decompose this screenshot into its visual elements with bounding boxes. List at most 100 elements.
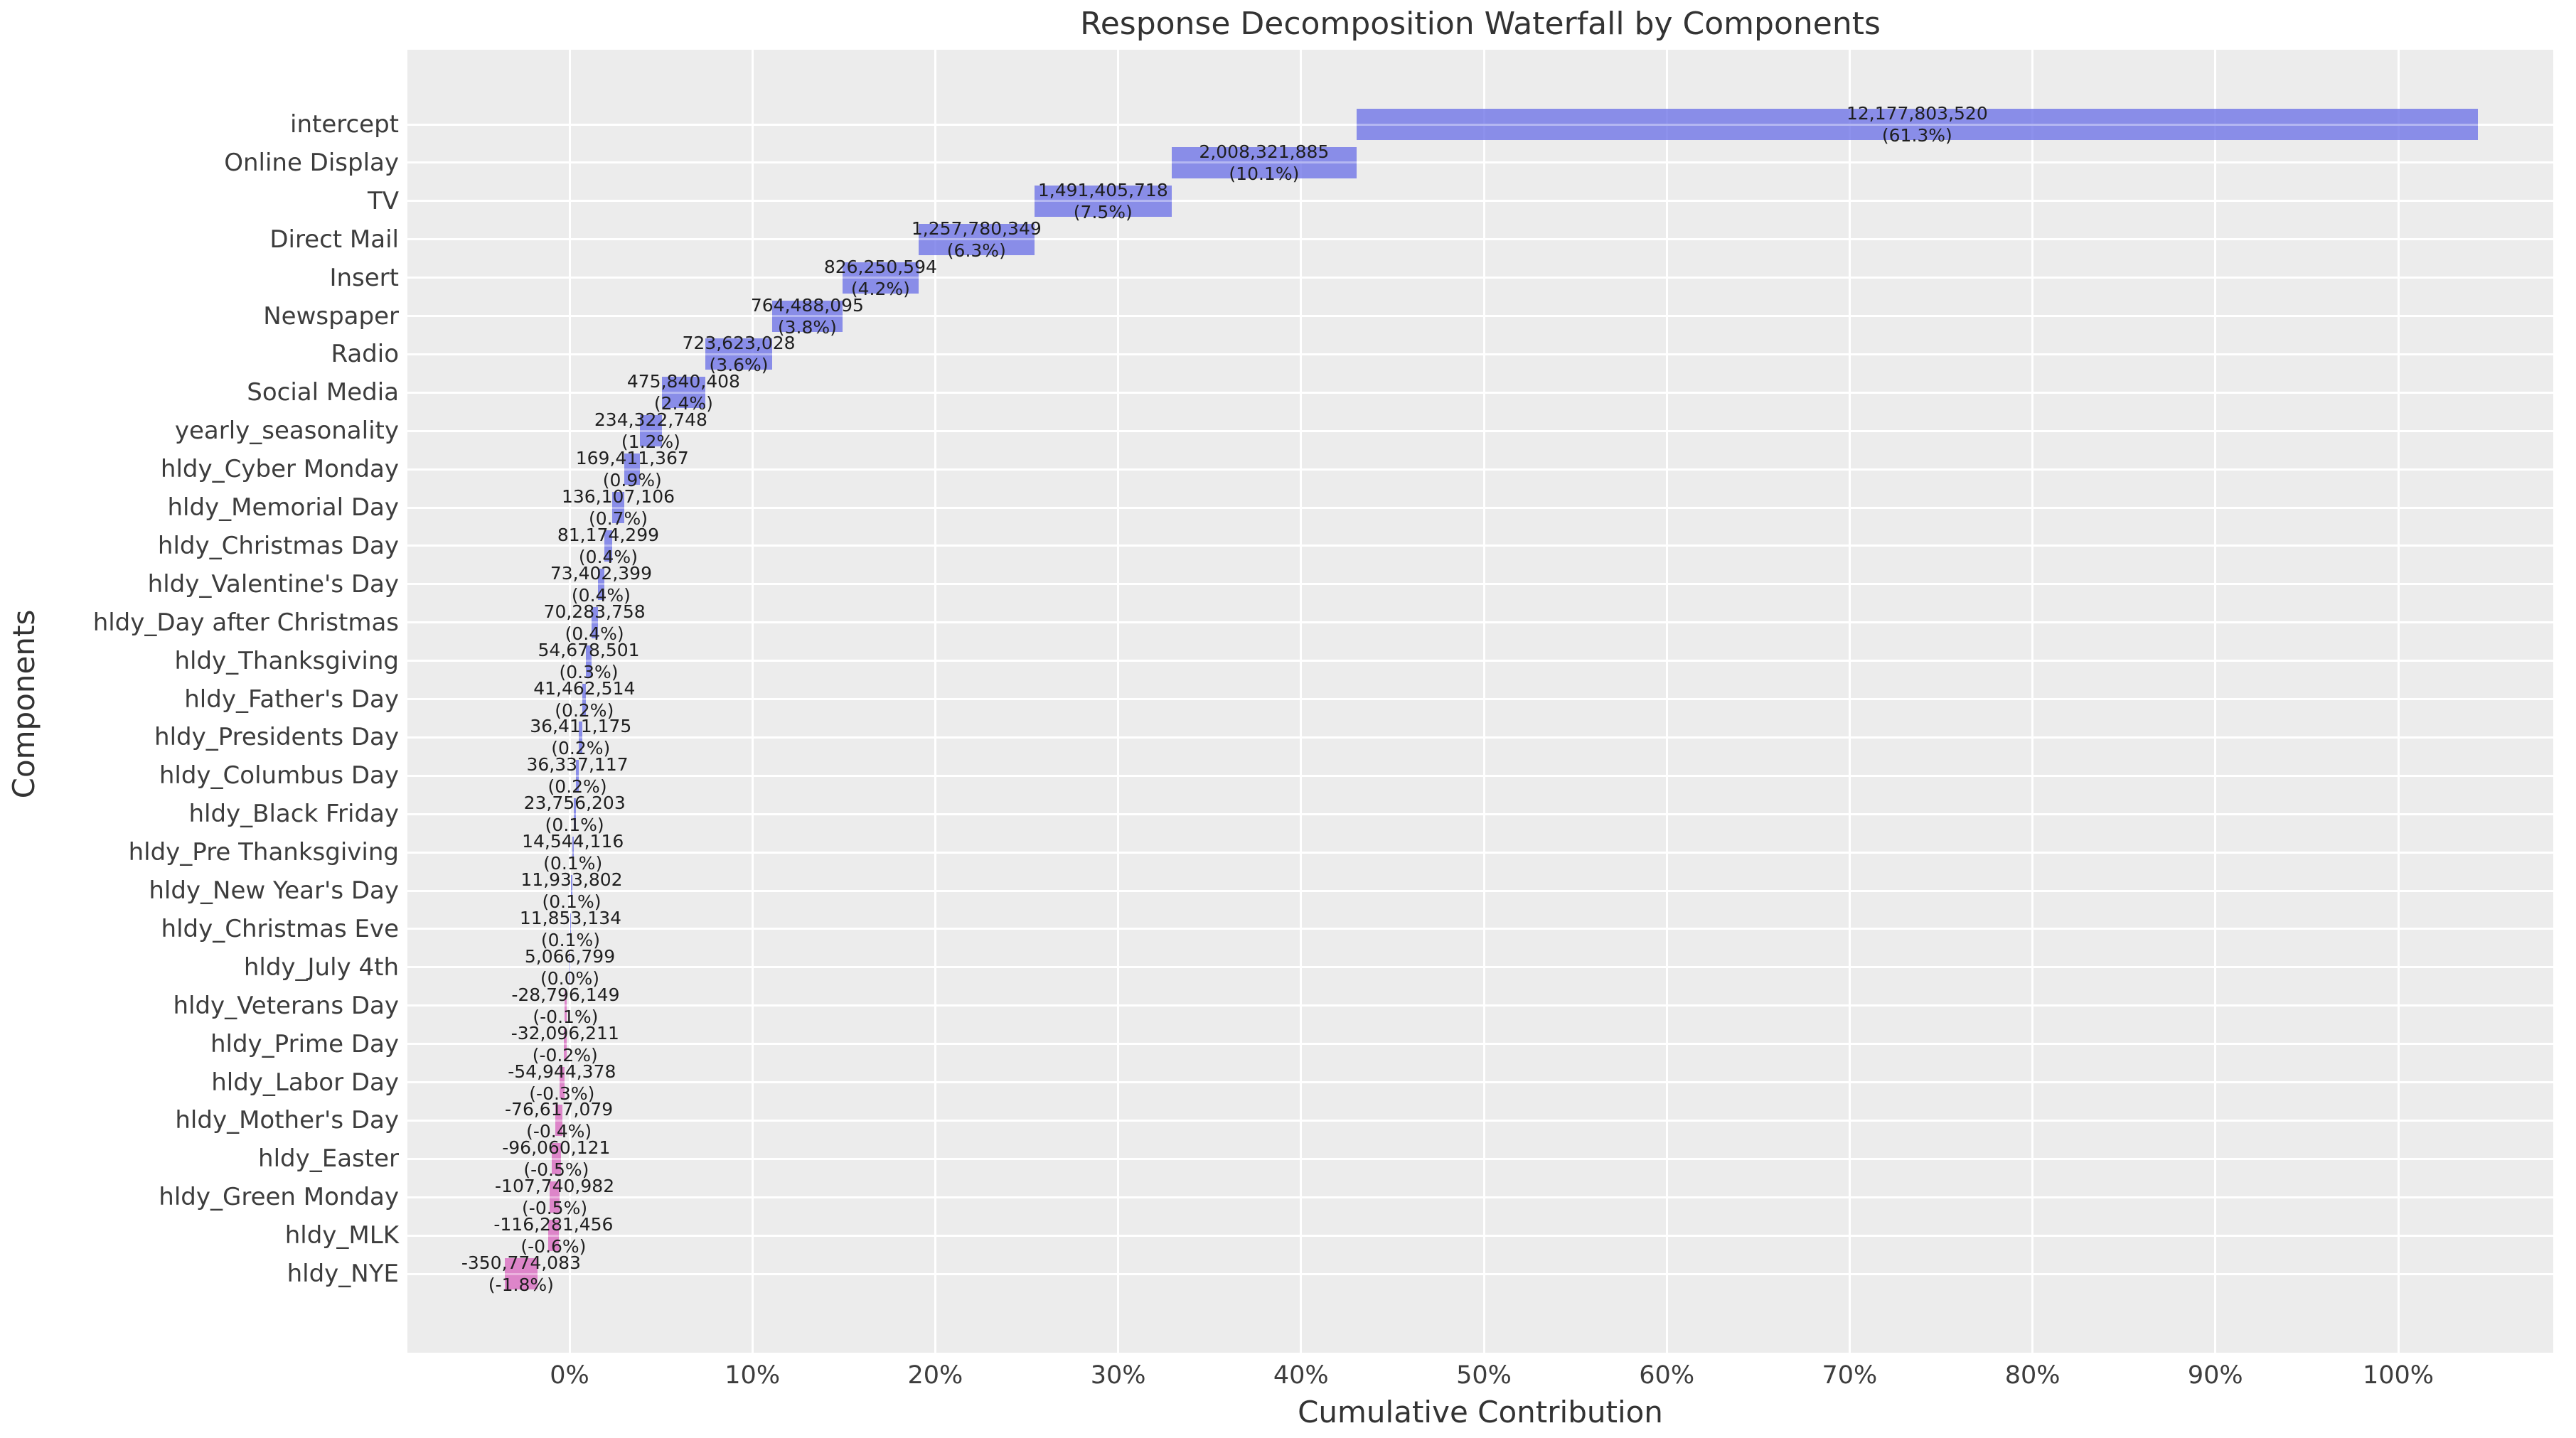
gridline-overlay [604, 544, 612, 547]
y-tick-label: hldy_Thanksgiving [174, 646, 399, 675]
gridline-horizontal [407, 1043, 2553, 1046]
y-tick-label: hldy_Labor Day [211, 1068, 399, 1097]
bar-value-label: -107,740,982 (-0.5%) [306, 1175, 803, 1219]
x-tick-label: 0% [550, 1361, 589, 1390]
y-tick-label: hldy_July 4th [243, 953, 399, 982]
gridline-overlay [552, 1157, 561, 1160]
gridline-overlay [559, 1081, 565, 1083]
x-tick-label: 80% [2004, 1361, 2061, 1390]
bar-percent-text: (7.5%) [1073, 201, 1133, 222]
gridline-vertical [934, 50, 936, 1353]
y-tick-label: hldy_Cyber Monday [160, 455, 399, 484]
y-tick-label: hldy_Memorial Day [167, 493, 399, 522]
bar-value-label: 70,283,758 (0.4%) [346, 601, 843, 645]
x-axis-label: Cumulative Contribution [1298, 1395, 1663, 1429]
bar-value-label: 764,488,095 (3.8%) [558, 294, 1056, 338]
gridline-overlay [918, 238, 1035, 241]
gridline-horizontal [407, 774, 2553, 777]
gridline-horizontal [407, 851, 2553, 854]
gridline-horizontal [407, 889, 2553, 892]
gridline-overlay [842, 277, 919, 279]
gridline-vertical [1665, 50, 1668, 1353]
bar-value-label: 23,756,203 (0.1%) [326, 792, 823, 836]
gridline-vertical [568, 50, 571, 1353]
bar-percent-text: (0.2%) [547, 776, 607, 798]
gridline-overlay [555, 1119, 563, 1122]
bar-hldy-mlk [547, 1220, 559, 1252]
y-tick-label: hldy_Mother's Day [175, 1106, 399, 1135]
gridline-overlay [564, 1004, 567, 1007]
y-tick-label: hldy_New Year's Day [149, 876, 399, 905]
gridline-horizontal [407, 1004, 2553, 1007]
gridline-horizontal [407, 544, 2553, 547]
gridline-overlay [550, 1196, 560, 1198]
gridline-horizontal [407, 161, 2553, 164]
bar-newspaper [771, 300, 843, 332]
gridline-horizontal [407, 1119, 2553, 1122]
gridline-overlay [582, 698, 587, 700]
bar-percent-text: (-0.4%) [526, 1121, 592, 1142]
bar-value-text: 2,008,321,885 [1199, 141, 1330, 162]
bar-value-label: -96,060,121 (-0.5%) [307, 1137, 805, 1181]
x-tick-label: 100% [2362, 1361, 2435, 1390]
gridline-overlay [640, 429, 662, 432]
bar-percent-text: (0.0%) [540, 967, 600, 989]
bar-value-label: 826,250,594 (4.2%) [631, 256, 1129, 300]
bar-percent-text: (0.4%) [571, 584, 631, 606]
gridline-overlay [771, 315, 843, 317]
gridline-overlay [547, 1234, 559, 1237]
bar-value-label: 54,678,501 (0.3%) [340, 639, 838, 683]
bar-hldy-labor-day [559, 1066, 565, 1098]
gridline-horizontal [407, 966, 2553, 969]
bar-value-text: 73,402,399 [550, 562, 652, 584]
y-tick-label: Radio [331, 340, 399, 369]
bar-percent-text: (3.6%) [709, 355, 769, 376]
bar-value-label: 41,462,514 (0.2%) [336, 677, 833, 721]
gridline-horizontal [407, 506, 2553, 509]
bar-value-text: -116,281,456 [493, 1214, 614, 1235]
x-tick-label: 30% [1090, 1361, 1146, 1390]
bar-value-text: 826,250,594 [823, 256, 937, 277]
y-tick-label: hldy_Veterans Day [173, 991, 399, 1020]
bar-value-label: 12,177,803,520 (61.3%) [1668, 102, 2166, 146]
bar-value-label: 1,257,780,349 (6.3%) [727, 218, 1225, 262]
x-tick-label: 10% [725, 1361, 781, 1390]
bar-value-text: 11,853,134 [519, 907, 621, 928]
gridline-horizontal [407, 1157, 2553, 1160]
x-tick-label: 40% [1273, 1361, 1329, 1390]
gridline-overlay [570, 928, 572, 930]
bar-value-text: -350,774,083 [461, 1252, 581, 1273]
bar-value-text: -76,617,079 [505, 1099, 614, 1120]
bar-value-label: -32,096,211 (-0.2%) [316, 1022, 814, 1066]
gridline-overlay [573, 812, 576, 815]
gridline-overlay [1356, 123, 2478, 126]
bar-insert [842, 262, 919, 294]
bar-value-text: 723,623,028 [682, 333, 796, 354]
y-tick-label: intercept [290, 110, 399, 139]
bar-hldy-valentine-s-day [597, 568, 605, 600]
bar-percent-text: (0.2%) [555, 699, 614, 721]
bar-hldy-mother-s-day [555, 1105, 563, 1137]
bar-value-label: -350,774,083 (-1.8%) [272, 1252, 770, 1296]
y-tick-label: hldy_NYE [287, 1260, 399, 1288]
bar-percent-text: (-0.6%) [520, 1236, 587, 1257]
y-tick-label: Insert [329, 263, 399, 292]
gridline-horizontal [407, 429, 2553, 432]
gridline-vertical [1117, 50, 1120, 1353]
gridline-horizontal [407, 353, 2553, 355]
bar-hldy-presidents-day [579, 721, 583, 753]
y-tick-label: hldy_Green Monday [159, 1183, 399, 1212]
bar-percent-text: (6.3%) [946, 240, 1006, 261]
bar-percent-text: (-0.2%) [532, 1044, 598, 1066]
bar-percent-text: (0.4%) [578, 546, 638, 567]
bar-percent-text: (0.3%) [559, 661, 619, 682]
bar-value-label: 14,544,116 (0.1%) [324, 830, 822, 874]
bar-percent-text: (3.8%) [777, 316, 837, 338]
gridline-overlay [1171, 161, 1357, 164]
bar-percent-text: (10.1%) [1229, 163, 1300, 184]
bar-value-label: 234,322,748 (1.2%) [402, 409, 899, 453]
bar-value-text: 11,933,802 [520, 869, 623, 890]
bar-value-label: -28,796,149 (-0.1%) [316, 984, 814, 1028]
gridline-vertical [2397, 50, 2400, 1353]
